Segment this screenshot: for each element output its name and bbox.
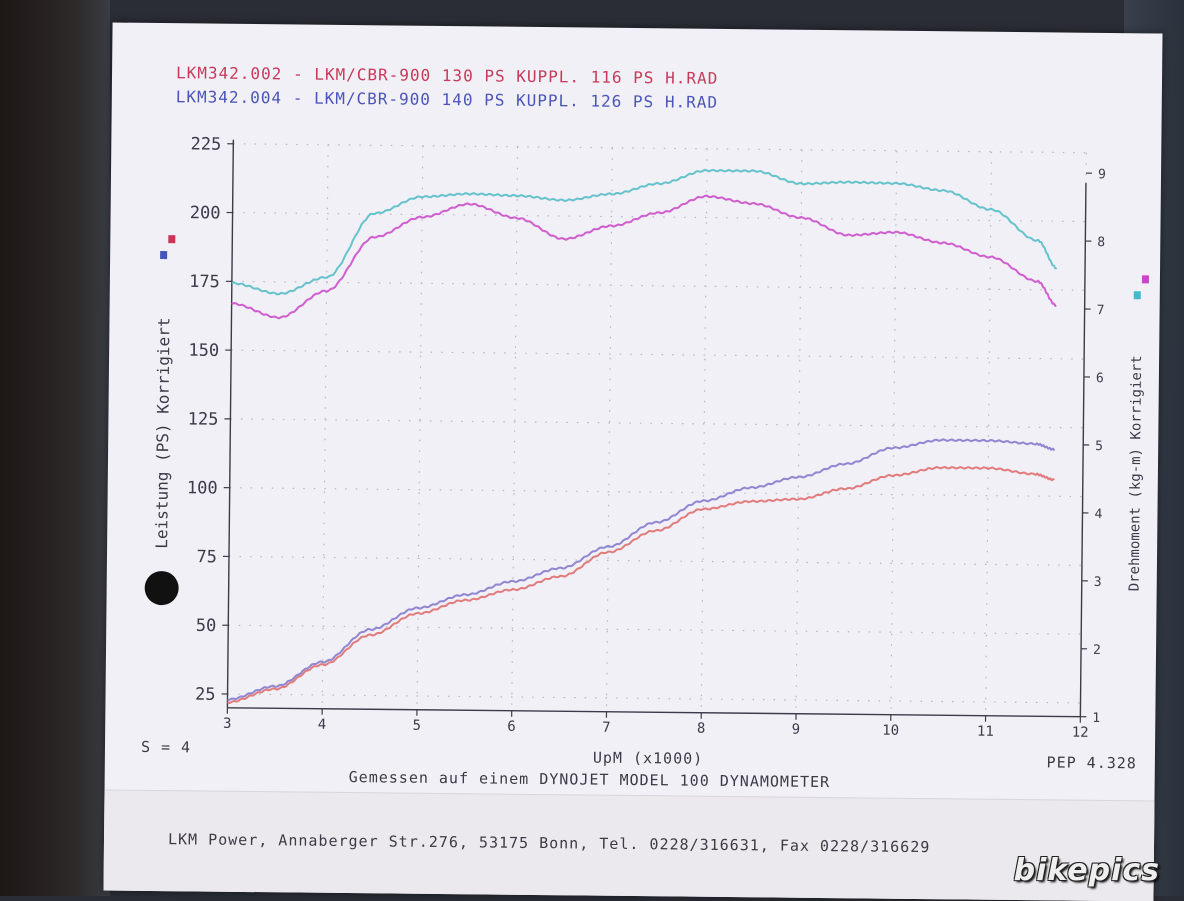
grid-line-y bbox=[230, 488, 1083, 497]
y-left-tick-label: 25 bbox=[195, 685, 216, 705]
grid-line-x bbox=[322, 145, 328, 709]
y-left-tick-label: 200 bbox=[190, 203, 221, 223]
grid-line-y bbox=[230, 419, 1083, 428]
background-left bbox=[0, 0, 110, 896]
grid-line-y bbox=[228, 694, 1081, 703]
series-line bbox=[231, 191, 1057, 327]
right-axis bbox=[1080, 183, 1086, 717]
y-left-tick-label: 150 bbox=[188, 341, 219, 361]
y-right-axis-title: Drehmoment (kg-m) Korrigiert bbox=[1127, 355, 1145, 591]
y-left-tick-label: 125 bbox=[188, 409, 219, 429]
watermark-logo: bikepics bbox=[1014, 853, 1160, 888]
series-line bbox=[227, 459, 1054, 711]
y-right-tick-label: 6 bbox=[1096, 371, 1104, 386]
grid-line-y bbox=[229, 556, 1082, 565]
x-tick-label: 12 bbox=[1072, 725, 1089, 741]
y-right-tick-label: 8 bbox=[1097, 235, 1105, 250]
x-tick-label: 6 bbox=[507, 719, 516, 735]
grid-line-x bbox=[512, 147, 518, 711]
bottom-axis bbox=[227, 708, 1080, 717]
x-axis-label: UpM (x1000) bbox=[593, 749, 704, 768]
punch-hole bbox=[144, 571, 178, 605]
legend-marker-cyan bbox=[1134, 291, 1141, 299]
grid-line-y bbox=[233, 144, 1086, 153]
y-left-axis-title: Leistung (PS) Korrigiert bbox=[152, 317, 173, 548]
y-left-tick-label: 50 bbox=[196, 616, 217, 636]
legend-marker-magenta bbox=[1142, 275, 1149, 283]
grid-line-x bbox=[891, 151, 897, 715]
x-tick-label: 3 bbox=[223, 716, 232, 732]
grid-line-x bbox=[701, 149, 707, 713]
legend-marker-blue bbox=[160, 251, 167, 259]
x-tick-label: 10 bbox=[882, 723, 899, 739]
series-line bbox=[232, 165, 1058, 303]
x-tick-label: 5 bbox=[412, 718, 421, 734]
x-tick-label: 4 bbox=[318, 717, 327, 733]
grid-line-y bbox=[231, 350, 1084, 359]
s-value: S = 4 bbox=[141, 738, 191, 757]
y-right-tick-label: 1 bbox=[1092, 711, 1100, 726]
legend-marker-red bbox=[168, 235, 175, 243]
grid-line-y bbox=[228, 625, 1081, 634]
grid bbox=[227, 144, 1086, 717]
grid-line-x bbox=[606, 148, 612, 712]
series-lines bbox=[227, 165, 1057, 712]
axes bbox=[221, 140, 1092, 723]
y-left-tick-label: 100 bbox=[187, 478, 218, 498]
y-right-tick-label: 9 bbox=[1098, 167, 1106, 182]
y-right-tick-label: 7 bbox=[1097, 303, 1105, 318]
grid-line-x bbox=[986, 152, 992, 716]
series-line bbox=[227, 432, 1054, 709]
x-tick-label: 8 bbox=[697, 721, 706, 737]
grid-line-x bbox=[417, 146, 423, 710]
grid-line-y bbox=[233, 213, 1086, 222]
y-right-tick-label: 4 bbox=[1094, 507, 1102, 522]
y-left-tick-label: 175 bbox=[189, 272, 220, 292]
x-tick-label: 7 bbox=[602, 720, 611, 736]
y-left-tick-label: 75 bbox=[196, 547, 217, 567]
y-right-tick-label: 3 bbox=[1094, 575, 1102, 590]
y-right-tick-label: 5 bbox=[1095, 439, 1103, 454]
y-left-tick-label: 225 bbox=[190, 134, 221, 154]
pep-value: PEP 4.328 bbox=[1047, 753, 1137, 772]
grid-line-x bbox=[796, 150, 802, 714]
x-tick-label: 9 bbox=[792, 722, 801, 738]
left-axis bbox=[227, 140, 233, 708]
y-right-tick-label: 2 bbox=[1093, 643, 1101, 658]
grid-line-y bbox=[232, 281, 1085, 290]
dyno-sheet: LKM342.002 - LKM/CBR-900 130 PS KUPPL. 1… bbox=[103, 23, 1162, 901]
x-tick-label: 11 bbox=[977, 724, 994, 740]
